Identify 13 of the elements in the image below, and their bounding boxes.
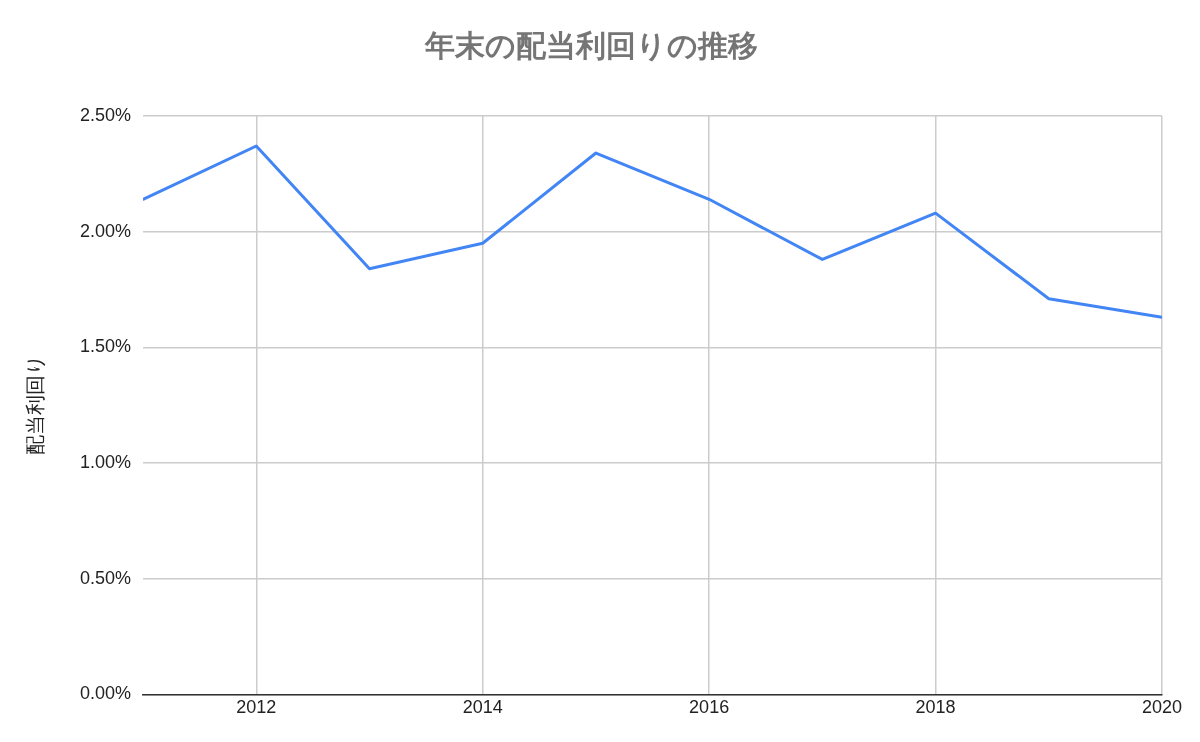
- x-tick-label: 2020: [1141, 697, 1183, 718]
- chart-title: 年末の配当利回りの推移: [423, 29, 758, 63]
- y-tick-label: 0.00%: [79, 683, 132, 704]
- x-tick-label: 2014: [462, 697, 503, 718]
- y-axis-title: 配当利回り: [23, 355, 46, 456]
- y-tick-label: 1.50%: [79, 336, 132, 357]
- y-tick-label: 2.00%: [79, 220, 132, 241]
- y-tick-label: 0.50%: [79, 567, 132, 588]
- y-tick-label: 1.00%: [79, 452, 132, 473]
- x-tick-label: 2018: [915, 697, 956, 718]
- x-tick-label: 2016: [689, 697, 730, 718]
- y-tick-label: 2.50%: [79, 104, 132, 125]
- x-tick-label: 2012: [236, 697, 277, 718]
